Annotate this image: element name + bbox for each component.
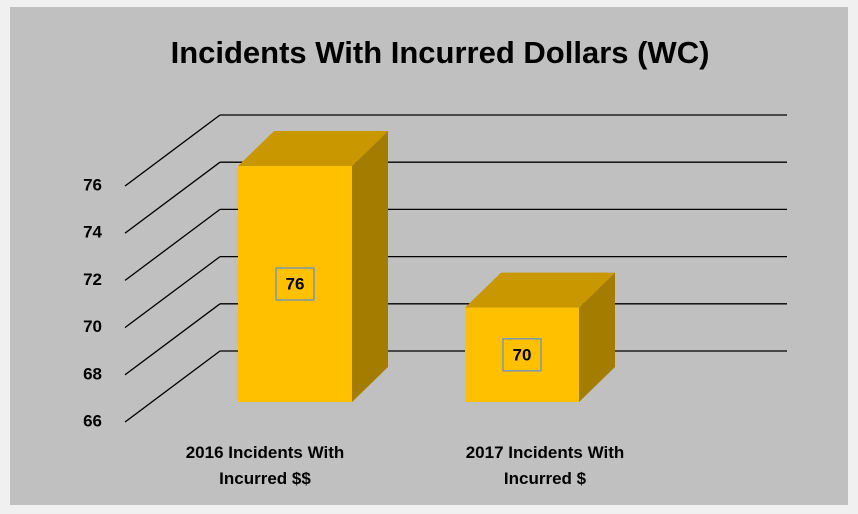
value-label: 76 bbox=[286, 274, 305, 293]
y-tick-label: 68 bbox=[83, 364, 102, 383]
y-tick-label: 74 bbox=[83, 223, 102, 242]
bar-top bbox=[238, 131, 388, 166]
grid-line-depth bbox=[124, 114, 221, 187]
x-tick-label: 2017 Incidents With Incurred $ bbox=[465, 443, 625, 488]
chart-title: Incidents With Incurred Dollars (WC) bbox=[171, 35, 710, 70]
grid-line-depth bbox=[124, 208, 221, 281]
y-tick-label: 76 bbox=[83, 175, 102, 194]
value-label-box bbox=[275, 267, 315, 301]
y-tick-label: 70 bbox=[83, 317, 102, 336]
grid-line-depth bbox=[124, 161, 221, 234]
x-tick-label: 2016 Incidents With Incurred $$ bbox=[185, 443, 345, 488]
y-tick-label: 72 bbox=[83, 270, 102, 289]
bar-top bbox=[465, 272, 615, 308]
bar-side bbox=[352, 131, 388, 402]
grid-line-depth bbox=[124, 303, 221, 376]
value-label-box bbox=[502, 338, 542, 372]
grid-line-depth bbox=[124, 350, 221, 423]
y-tick-label: 66 bbox=[83, 411, 102, 430]
value-label: 70 bbox=[513, 345, 532, 364]
bar-side bbox=[579, 272, 615, 402]
grid-line-depth bbox=[124, 256, 221, 329]
